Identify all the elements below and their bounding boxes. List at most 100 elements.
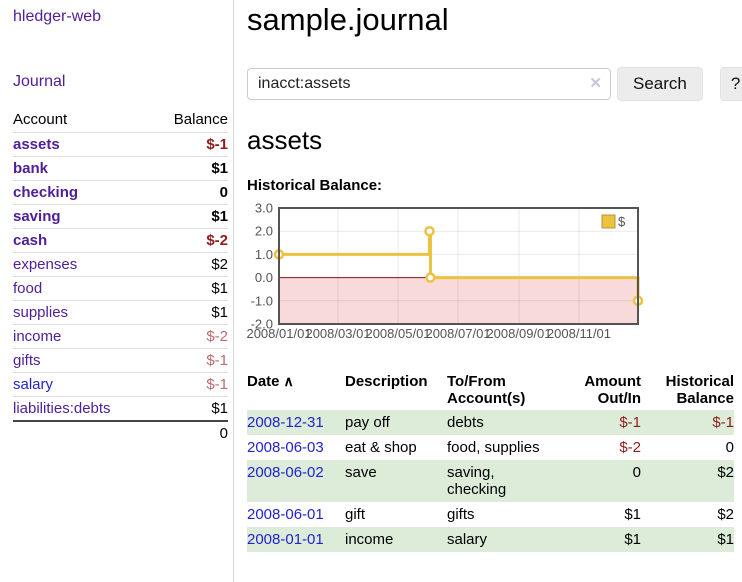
historical-balance-chart: $3.0 2.0 1.0 0.0 -1.0 -2.0 2008/01/01 2008/03/0… [246, 201, 734, 349]
transaction-accounts: saving, checking [447, 464, 507, 498]
account-link[interactable]: gifts [13, 351, 41, 369]
account-link[interactable]: salary [13, 375, 54, 393]
account-balance: $1 [151, 299, 228, 324]
app-brand-link[interactable]: hledger-web [13, 8, 102, 25]
search-button[interactable]: Search [617, 67, 703, 101]
svg-text:1.0: 1.0 [255, 247, 273, 262]
transaction-balance: $1 [717, 531, 734, 548]
main-content: sample.journal ✕ Search ? assets Histori… [246, 0, 742, 552]
transaction-description: pay off [345, 414, 390, 431]
account-link[interactable]: expenses [13, 255, 78, 273]
account-link[interactable]: liabilities:debts [13, 399, 111, 417]
transaction-date-link[interactable]: 2008-06-01 [247, 506, 324, 523]
balance-column-header: Balance [173, 111, 228, 129]
chart-title: Historical Balance: [247, 177, 383, 194]
account-balance: $-2 [151, 227, 228, 252]
svg-text:0.0: 0.0 [255, 270, 273, 285]
transaction-amount: 0 [632, 464, 641, 481]
account-balance: $1 [151, 275, 228, 300]
transaction-amount: $1 [624, 531, 641, 548]
transaction-date-link[interactable]: 2008-12-31 [247, 414, 324, 431]
svg-text:2008/01/01: 2008/01/01 [246, 326, 311, 341]
transaction-balance: $2 [717, 506, 734, 523]
tofrom-column-header: To/From Account(s) [447, 373, 526, 407]
svg-text:2008/09/01: 2008/09/01 [486, 326, 551, 341]
register-table: Date ∧ Description To/From Account(s) Amo… [247, 370, 734, 552]
account-link[interactable]: assets [13, 135, 60, 153]
help-button[interactable]: ? [719, 67, 742, 101]
transaction-amount: $1 [624, 506, 641, 523]
transaction-accounts: salary [447, 531, 488, 548]
clear-search-icon[interactable]: ✕ [589, 75, 602, 92]
transaction-date-link[interactable]: 2008-06-02 [247, 464, 324, 481]
account-row: saving $1 [13, 203, 228, 228]
search-input[interactable] [247, 68, 611, 100]
account-row: salary $-1 [13, 371, 228, 396]
account-row: income $-2 [13, 323, 228, 348]
svg-text:2008/07/01: 2008/07/01 [425, 326, 490, 341]
account-row: cash $-2 [13, 227, 228, 252]
transaction-row: 2008-06-01 gift gifts $1 $2 [247, 502, 734, 527]
svg-text:$: $ [618, 214, 626, 229]
account-link[interactable]: cash [13, 231, 48, 249]
transaction-date-link[interactable]: 2008-06-03 [247, 439, 324, 456]
journal-nav-link[interactable]: Journal [13, 73, 66, 90]
transaction-description: eat & shop [345, 439, 417, 456]
balance-column-header: Historical Balance [665, 373, 734, 407]
svg-text:-1.0: -1.0 [251, 293, 273, 308]
sidebar-divider [233, 0, 234, 582]
accounts-total-value: 0 [151, 419, 228, 445]
accounts-table: Account Balance assets $-1 bank $1 checking 0… [13, 108, 228, 445]
svg-text:2008/05/01: 2008/05/01 [365, 326, 430, 341]
account-balance: $1 [151, 203, 228, 228]
transaction-description: income [345, 531, 394, 548]
account-row: liabilities:debts $1 [13, 395, 228, 421]
account-link[interactable]: food [13, 279, 43, 297]
transaction-row: 2008-06-02 save saving, checking 0 $2 [247, 460, 734, 502]
date-column-header: Date ∧ [247, 373, 294, 390]
transaction-accounts: food, supplies [447, 439, 540, 456]
transaction-description: gift [345, 506, 366, 523]
account-row: expenses $2 [13, 251, 228, 276]
account-link[interactable]: bank [13, 159, 49, 177]
svg-text:2008/03/01: 2008/03/01 [305, 326, 370, 341]
svg-text:2.0: 2.0 [255, 224, 273, 239]
account-row: assets $-1 [13, 131, 228, 156]
account-heading: assets [247, 125, 323, 155]
account-row: supplies $1 [13, 299, 228, 324]
description-column-header: Description [345, 373, 428, 390]
accounts-column-header: Account [13, 111, 68, 129]
transaction-balance: 0 [725, 439, 734, 456]
account-link[interactable]: checking [13, 183, 79, 201]
account-balance: $2 [151, 251, 228, 276]
search-form: ✕ Search ? [247, 67, 742, 101]
transaction-balance: $-1 [712, 414, 734, 431]
transaction-row: 2008-01-01 income salary $1 $1 [247, 527, 734, 552]
account-row: bank $1 [13, 155, 228, 180]
transaction-amount: $-1 [619, 414, 641, 431]
account-balance: $-2 [151, 323, 228, 348]
transaction-date-link[interactable]: 2008-01-01 [247, 531, 324, 548]
transaction-balance: $2 [717, 464, 734, 481]
account-balance: $1 [151, 155, 228, 180]
transaction-accounts: gifts [447, 506, 475, 523]
transaction-amount: $-2 [619, 439, 641, 456]
account-balance: $-1 [151, 131, 228, 156]
account-link[interactable]: supplies [13, 303, 69, 321]
account-balance: $-1 [151, 347, 228, 372]
page-title: sample.journal [247, 2, 449, 37]
transaction-description: save [345, 464, 377, 481]
account-balance: $-1 [151, 371, 228, 396]
account-row: food $1 [13, 275, 228, 300]
transaction-accounts: debts [447, 414, 484, 431]
search-box: ✕ [247, 68, 611, 100]
sort-ascending-icon: ∧ [283, 373, 294, 389]
account-link[interactable]: income [13, 327, 62, 345]
svg-text:2008/11/01: 2008/11/01 [547, 326, 611, 341]
account-balance: $1 [151, 395, 228, 421]
balance-chart-canvas: $3.0 2.0 1.0 0.0 -1.0 -2.02008/01/012008/03/0… [246, 201, 644, 341]
transaction-row: 2008-12-31 pay off debts $-1 $-1 [247, 410, 734, 435]
sidebar: hledger-web Journal Account Balance asse… [0, 0, 233, 445]
transaction-row: 2008-06-03 eat & shop food, supplies $-2 0 [247, 435, 734, 460]
account-link[interactable]: saving [13, 207, 61, 225]
